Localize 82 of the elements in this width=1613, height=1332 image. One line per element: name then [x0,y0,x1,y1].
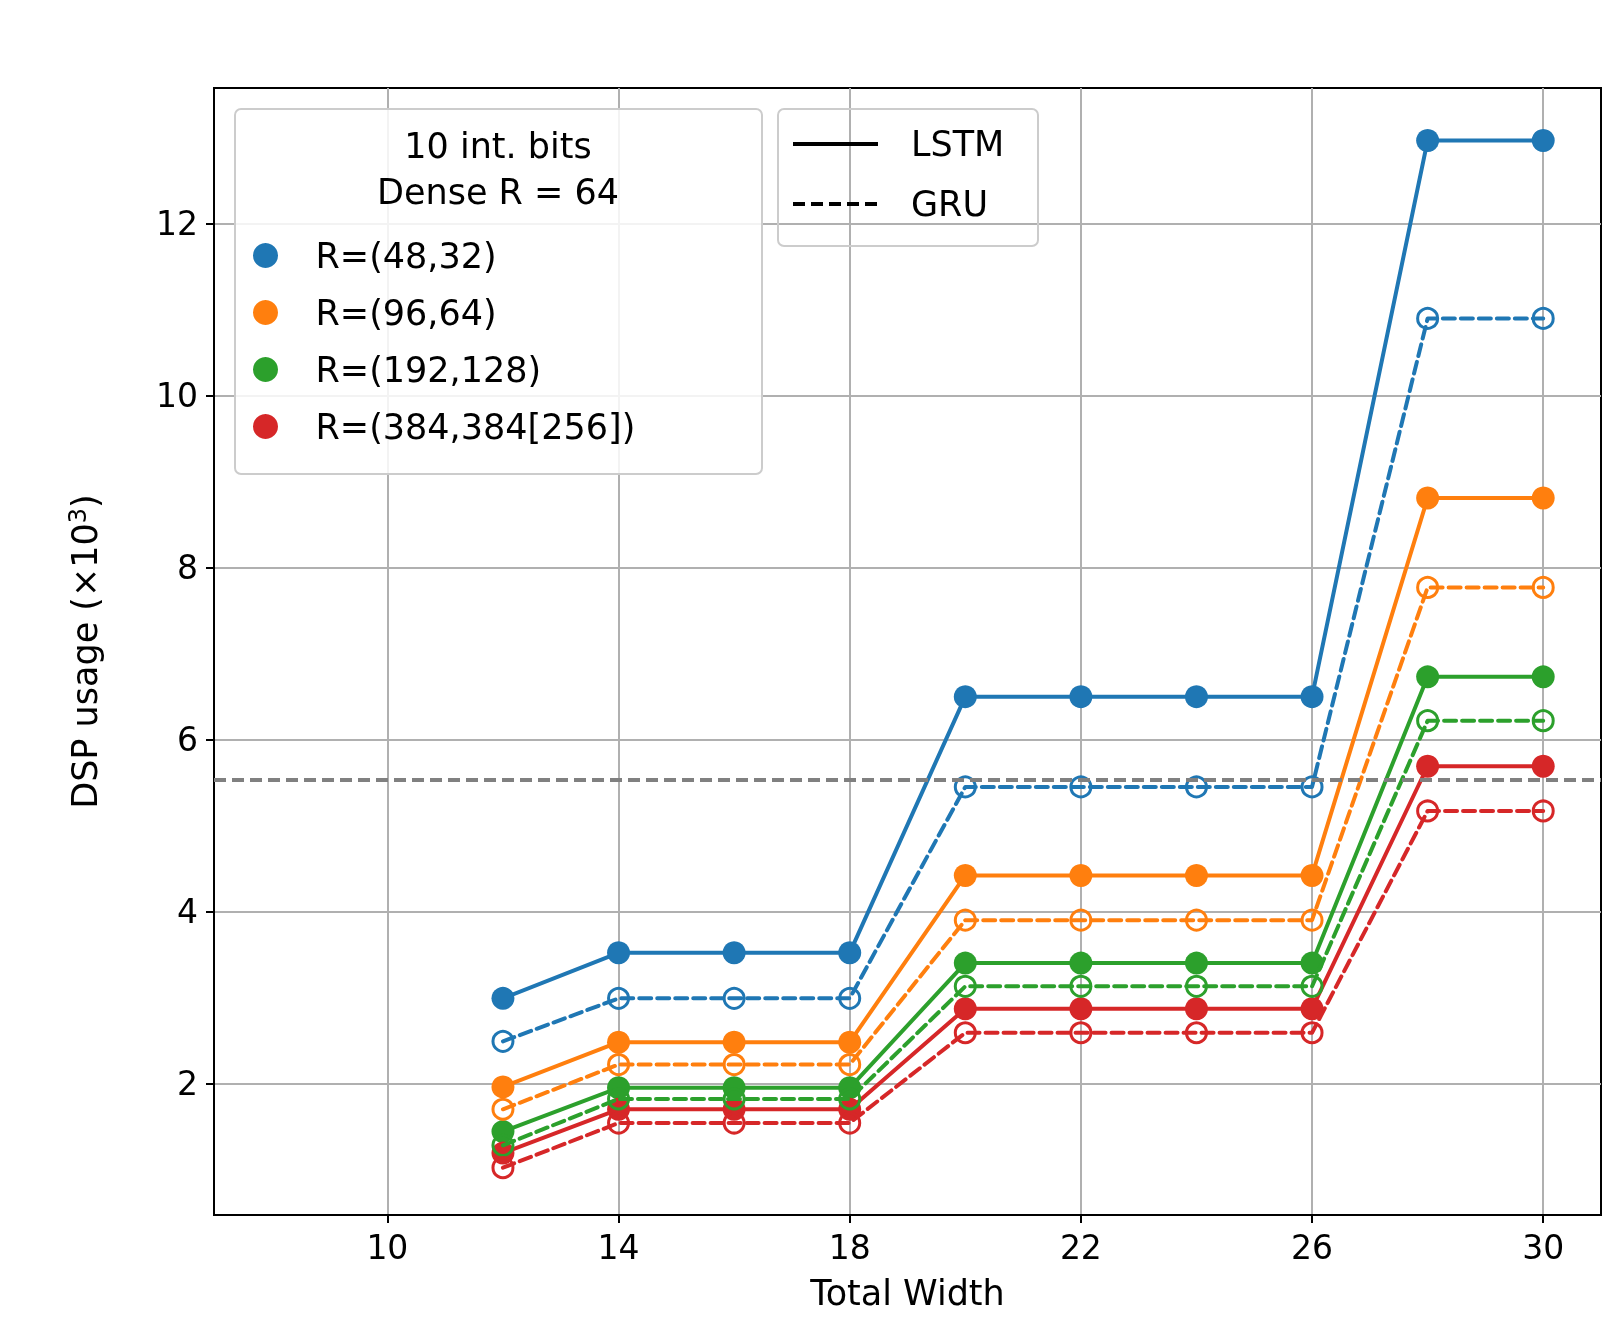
point [953,951,977,975]
point [838,1030,862,1054]
point [1184,951,1208,975]
point [1069,997,1093,1021]
point [1300,908,1324,932]
point [838,941,862,965]
point [1069,775,1093,799]
point [1069,1021,1093,1045]
point [491,1097,515,1121]
point [1069,908,1093,932]
point [1531,665,1555,689]
point [1300,1021,1324,1045]
point [953,997,977,1021]
y-tick-label: 8 [177,548,198,588]
y-tick-label: 6 [177,720,198,760]
point [1416,665,1440,689]
legend-label: R=(192,128) [315,349,542,390]
point [722,1053,746,1077]
point [491,1156,515,1180]
point [1184,908,1208,932]
x-tick-label: 22 [1059,1228,1102,1267]
point [1184,685,1208,709]
legend-label: R=(48,32) [315,235,497,276]
point [1300,863,1324,887]
annotation: LSTM [911,124,1005,164]
point [607,941,631,965]
x-tick-label: 10 [366,1228,409,1267]
legend-label: R=(384,384[256]) [315,406,636,447]
point [838,986,862,1010]
point [1300,974,1324,998]
point [722,986,746,1010]
x-tick-label: 18 [828,1228,871,1267]
point [1184,1021,1208,1045]
point [1416,799,1440,823]
point [1531,799,1555,823]
point [1416,575,1440,599]
annotation: GRU [911,184,989,224]
point [722,941,746,965]
point [1069,863,1093,887]
point [1416,709,1440,733]
point [1416,754,1440,778]
point [1184,863,1208,887]
point [722,1030,746,1054]
x-tick-label: 26 [1291,1228,1334,1267]
point [607,1030,631,1054]
legend-label: R=(96,64) [315,292,497,333]
point [1531,754,1555,778]
x-tick-label: 14 [597,1228,640,1267]
point [838,1053,862,1077]
point [1069,974,1093,998]
point [953,974,977,998]
y-tick-label: 2 [177,1063,198,1103]
point [1531,709,1555,733]
point [491,1029,515,1053]
point [1531,128,1555,152]
point [953,1021,977,1045]
point [491,986,515,1010]
x-tick-label: 30 [1522,1228,1565,1267]
point [1531,575,1555,599]
point [1069,685,1093,709]
point [607,986,631,1010]
y-tick-label: 4 [177,892,198,932]
point [1184,974,1208,998]
point [953,908,977,932]
y-axis-title: DSP usage (×103) [64,494,105,809]
point [1531,486,1555,510]
point [953,863,977,887]
y-tick-label: 12 [156,204,198,244]
point [1531,306,1555,330]
y-tick-label: 10 [156,376,198,416]
point [491,1075,515,1099]
point [1069,951,1093,975]
point [1416,306,1440,330]
point [1300,997,1324,1021]
point [1416,128,1440,152]
point [1184,997,1208,1021]
point [953,685,977,709]
x-axis-title: Total Width [809,1272,1005,1313]
point [1300,685,1324,709]
point [1416,486,1440,510]
legend-title: 10 int. bits Dense R = 64 [377,126,619,212]
point [607,1053,631,1077]
